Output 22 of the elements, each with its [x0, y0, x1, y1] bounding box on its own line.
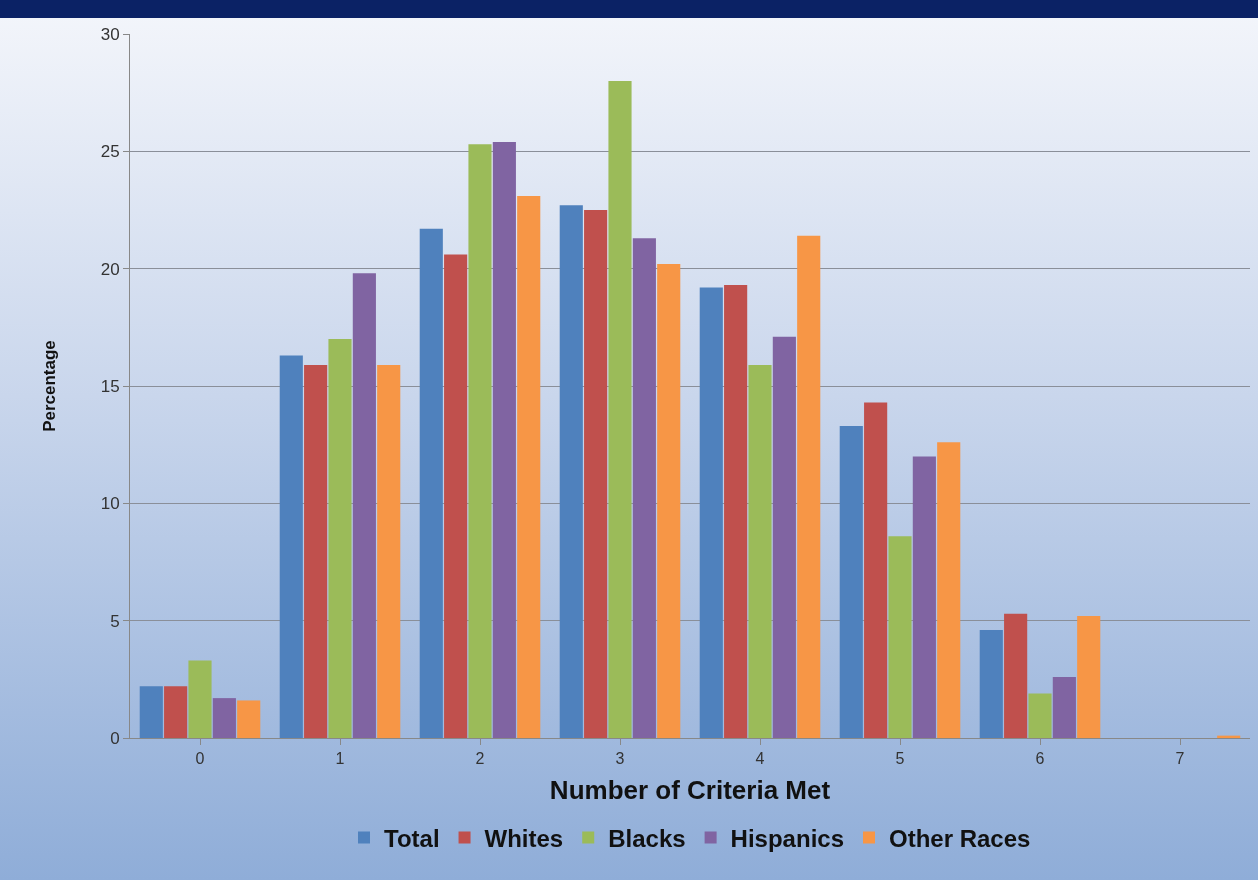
x-tick-label: 1 — [335, 750, 345, 768]
y-tick-label: 20 — [100, 259, 120, 279]
x-tick-label: 0 — [195, 750, 205, 768]
x-tick-label: 2 — [475, 750, 485, 768]
y-axis-title: Percentage — [40, 340, 60, 432]
legend-label: Hispanics — [730, 824, 844, 852]
y-tick-label: 15 — [100, 376, 120, 396]
y-tick-label: 0 — [110, 728, 120, 748]
y-tick-label: 25 — [100, 142, 120, 162]
y-tick-label: 30 — [100, 24, 120, 44]
x-tick-label: 3 — [615, 750, 625, 768]
x-tick-label: 6 — [1035, 750, 1045, 768]
legend-label: Blacks — [608, 824, 686, 852]
legend-label: Whites — [484, 824, 564, 852]
x-tick-label: 7 — [1175, 750, 1185, 768]
y-tick-label: 10 — [100, 494, 120, 514]
x-tick-label: 4 — [755, 750, 765, 768]
legend-label: Total — [384, 824, 440, 852]
y-tick-label: 5 — [110, 611, 120, 631]
legend-label: Other Races — [889, 824, 1031, 852]
x-axis-title: Number of Criteria Met — [549, 774, 831, 805]
x-tick-label: 5 — [895, 750, 905, 768]
